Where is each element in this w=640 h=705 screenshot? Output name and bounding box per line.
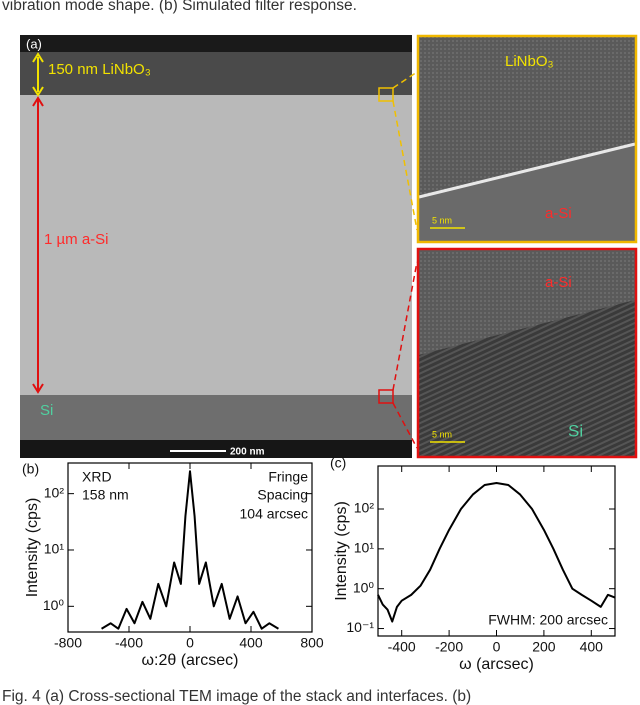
data-line [377,481,616,623]
y-tick-label: 10¹ [44,541,65,557]
scale-bar-label: 5 nm [432,215,452,225]
y-tick-label: 10⁰ [43,597,65,613]
data-line [101,470,279,630]
tem-image: (a) 150 nm LiNbO₃ 1 µm a-Si Si 200 nm Li… [20,34,638,459]
y-tick-label: 10² [44,484,65,500]
x-axis-label: ω:2θ (arcsec) [142,652,239,669]
annotation: 158 nm [82,487,129,503]
x-tick-label: -400 [115,635,143,651]
x-tick-label: 200 [532,639,556,655]
y-tick-label: 10² [354,500,375,516]
caption-bottom: Fig. 4 (a) Cross-sectional TEM image of … [2,688,471,705]
x-tick-label: 0 [493,639,501,655]
y-tick-label: 10¹ [354,540,375,556]
y-tick-label: 10⁰ [353,579,375,595]
inset-label: LiNbO₃ [505,53,554,70]
layer-label: 150 nm LiNbO₃ [48,61,151,78]
panel-label: (a) [26,36,42,51]
x-tick-label: 800 [300,635,324,651]
layer-label: Si [40,402,53,419]
y-tick-label: 10⁻¹ [346,619,374,635]
plot-frame [377,465,616,637]
panel-label: (b) [22,461,39,477]
annotation: XRD [82,469,112,485]
scale-bar-label: 5 nm [432,429,452,439]
x-tick-label: -800 [54,635,82,651]
inset-label: a-Si [545,205,572,222]
inset-label: a-Si [545,274,572,291]
annotation: 104 arcsec [240,506,308,522]
scale-bar-label: 200 nm [230,447,265,458]
inset-label: Si [568,421,583,440]
x-tick-label: 0 [186,635,194,651]
x-tick-label: -200 [435,639,463,655]
annotation: Spacing [257,487,308,503]
annotation: FWHM: 200 arcsec [488,612,608,628]
x-tick-label: 400 [580,639,604,655]
x-tick-label: 400 [239,635,263,651]
x-tick-label: -400 [388,639,416,655]
caption-top: vibration mode shape. (b) Simulated filt… [2,0,357,14]
annotation: Fringe [268,469,308,485]
x-axis-label: ω (arcsec) [459,656,534,673]
y-axis-label: Intensity (cps) [333,501,350,601]
panel-label: (c) [330,455,346,471]
layer-label: 1 µm a-Si [44,231,109,248]
y-axis-label: Intensity (cps) [24,498,41,598]
